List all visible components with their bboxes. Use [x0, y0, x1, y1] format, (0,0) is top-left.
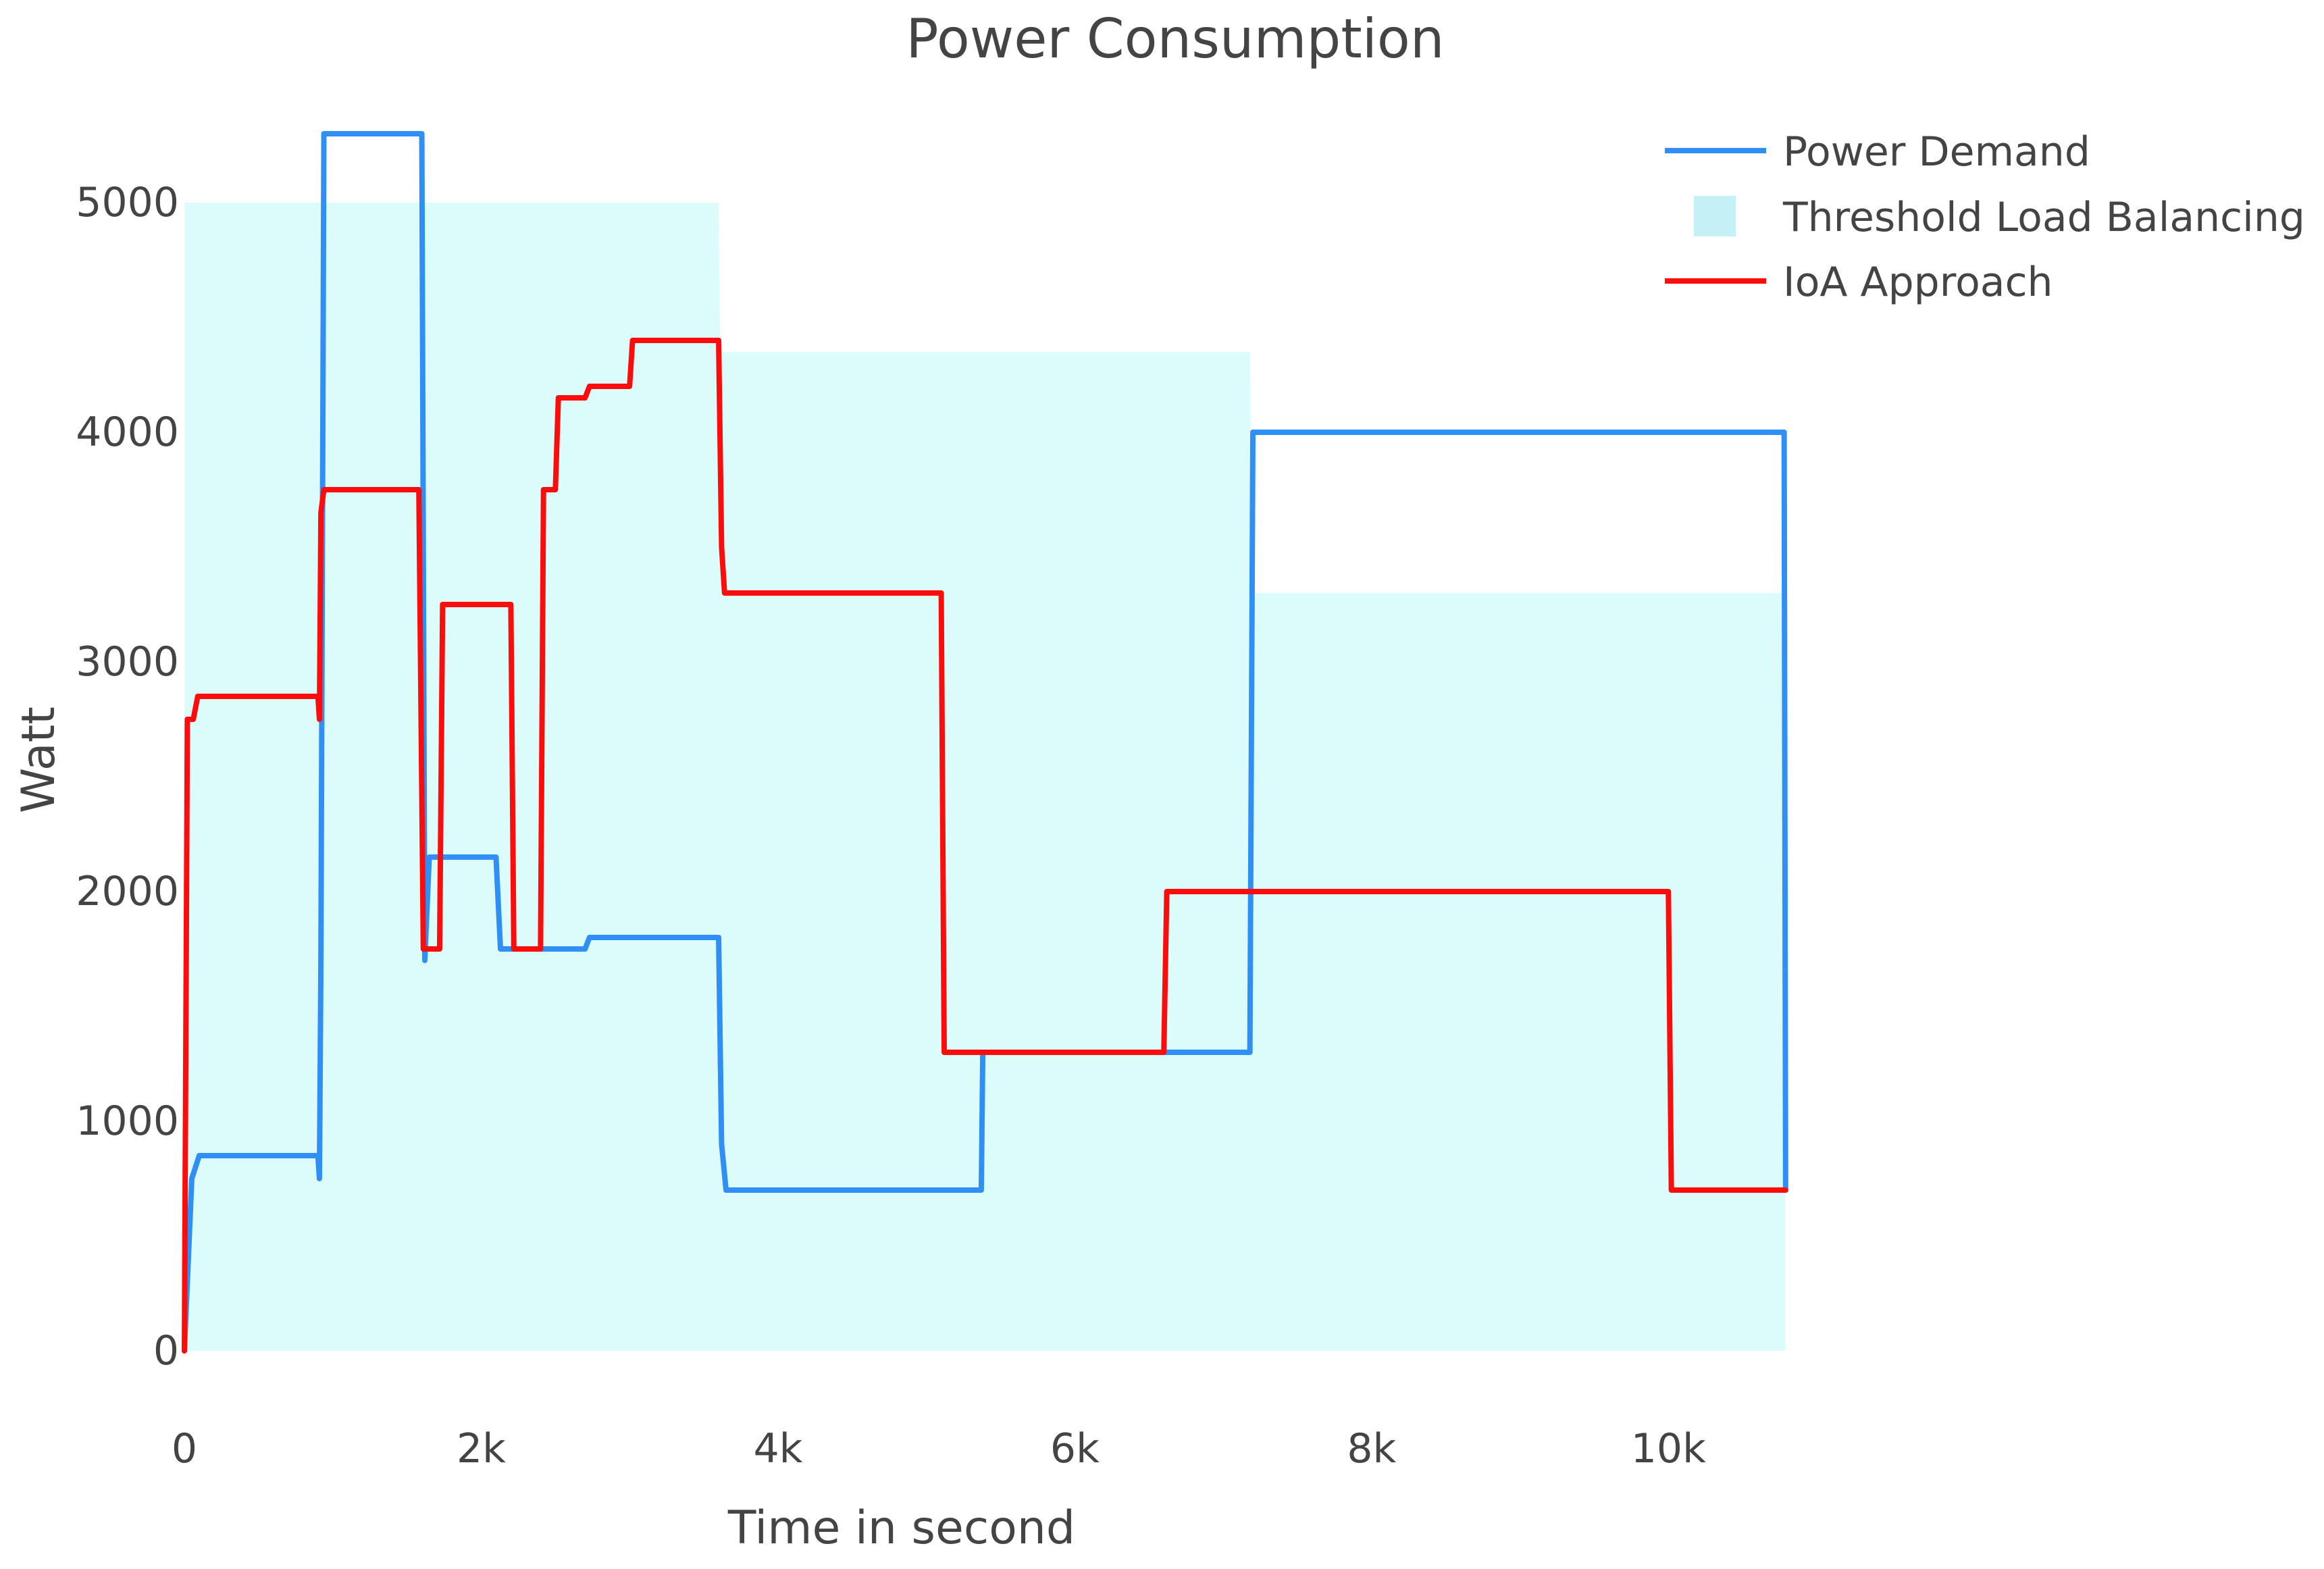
y-tick-label: 4000 [76, 409, 179, 456]
y-tick-label: 0 [153, 1327, 179, 1374]
area-layer [184, 203, 1786, 1351]
legend-swatch-threshold-load-balancing [1694, 196, 1736, 236]
x-tick-label: 0 [172, 1425, 197, 1472]
x-tick-labels: 0 2k 4k 6k 8k 10k [172, 1425, 1706, 1472]
legend-label-ioa-approach: IoA Approach [1783, 259, 2053, 306]
series-threshold-load-balancing-area [184, 203, 1786, 1351]
x-tick-label: 10k [1631, 1425, 1706, 1472]
legend[interactable]: Power Demand Threshold Load Balancing Io… [1665, 128, 2305, 306]
y-tick-label: 5000 [76, 179, 179, 226]
legend-item-ioa-approach[interactable]: IoA Approach [1665, 259, 2053, 306]
x-tick-label: 4k [753, 1425, 802, 1472]
y-axis-title: Watt [12, 706, 66, 813]
chart-title: Power Consumption [906, 7, 1444, 70]
series-ioa-approach-line [182, 338, 1788, 1354]
y-tick-label: 1000 [76, 1098, 179, 1145]
x-axis-title: Time in second [727, 1501, 1075, 1555]
y-tick-label: 2000 [76, 868, 179, 915]
legend-item-threshold-load-balancing[interactable]: Threshold Load Balancing [1694, 194, 2305, 241]
legend-item-power-demand[interactable]: Power Demand [1665, 128, 2090, 176]
x-tick-label: 8k [1347, 1425, 1396, 1472]
lines-layer [182, 131, 1788, 1354]
legend-label-power-demand: Power Demand [1783, 128, 2090, 176]
legend-label-threshold-load-balancing: Threshold Load Balancing [1782, 194, 2305, 241]
x-tick-label: 6k [1050, 1425, 1100, 1472]
y-tick-label: 3000 [76, 638, 179, 686]
x-tick-label: 2k [457, 1425, 506, 1472]
y-tick-labels: 0 1000 2000 3000 4000 5000 [76, 179, 179, 1374]
